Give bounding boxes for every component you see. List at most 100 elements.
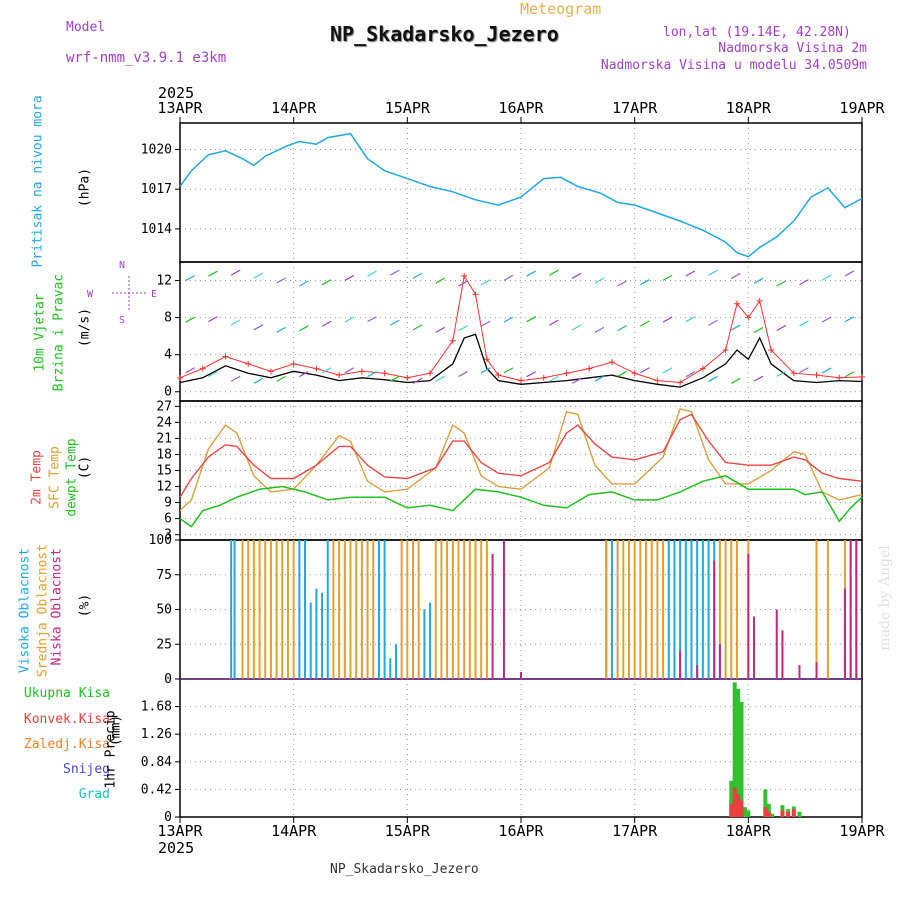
elevation-label: Nadmorska Visina 2m <box>718 41 867 56</box>
wind-arrow <box>344 274 355 281</box>
conv-rain-bar <box>736 794 741 817</box>
wind-arrow <box>321 279 332 286</box>
y-tick-label: 1.26 <box>141 727 172 742</box>
wind-arrow <box>412 272 423 279</box>
wind-arrow <box>480 279 491 286</box>
y-tick-label: 12 <box>156 274 172 289</box>
total-rain-bar <box>732 682 737 817</box>
gust-marker <box>745 314 752 321</box>
wind-arrow <box>594 326 605 333</box>
mid-cloud-bar <box>826 540 829 679</box>
mid-cloud-bar <box>286 540 289 679</box>
wind-arrow <box>253 272 264 279</box>
high-cloud-bar <box>673 540 676 679</box>
wind-arrow <box>367 316 377 323</box>
mid-cloud-bar <box>281 540 284 679</box>
mid-cloud-bar <box>735 540 738 679</box>
wind-arrow <box>549 269 559 276</box>
mid-cloud-bar <box>269 540 272 679</box>
mid-cloud-bar <box>645 540 648 679</box>
wind-arrow <box>799 279 809 286</box>
compass-s: S <box>119 315 126 326</box>
wind-speed-line <box>179 333 863 388</box>
meteogram-label: Meteogram <box>520 0 602 18</box>
x-tick-label-bottom: 17APR <box>612 822 658 840</box>
gust-marker <box>813 372 820 379</box>
mid-cloud-bar <box>332 540 335 679</box>
compass-e: E <box>151 289 158 300</box>
low-cloud-bar <box>843 588 846 679</box>
mid-cloud-bar <box>718 540 721 679</box>
y-tick-label: 75 <box>156 568 172 583</box>
y-tick-label: 1.68 <box>141 700 172 715</box>
total-rain-bar <box>797 811 802 817</box>
wind-arrow <box>503 367 514 374</box>
mid-cloud-bar <box>656 540 659 679</box>
gust-marker <box>654 377 661 384</box>
gust-marker <box>177 374 183 381</box>
low-cloud-bar <box>491 553 494 679</box>
mid-cloud-bar <box>474 540 477 679</box>
gust-marker <box>631 370 638 377</box>
wind-arrow <box>753 277 764 284</box>
x-tick-label-bottom: 19APR <box>839 822 885 840</box>
low-cloud-bar <box>775 609 778 679</box>
y-tick-label: 0.84 <box>141 755 172 770</box>
wind-arrow <box>185 367 195 374</box>
y-tick-label: 0 <box>164 385 172 400</box>
high-cloud-bar <box>667 540 670 679</box>
mid-cloud-bar <box>258 540 261 679</box>
wind-arrow <box>730 324 741 331</box>
mid-cloud-bar <box>343 540 346 679</box>
gust-marker <box>449 337 456 344</box>
wind-arrow <box>662 367 673 374</box>
mid-cloud-bar <box>650 540 653 679</box>
total-rain-bar <box>746 810 751 817</box>
y-tick-label: 3 <box>164 528 172 543</box>
high-cloud-bar <box>696 540 699 679</box>
wind-arrow <box>662 316 673 323</box>
gust-marker <box>381 370 388 377</box>
wind-arrow <box>367 371 377 378</box>
wind-arrow <box>253 324 264 331</box>
wind-arrow <box>503 274 514 281</box>
gust-marker <box>495 372 502 379</box>
wind-arrow <box>276 326 286 333</box>
conv-rain-bar <box>732 787 737 817</box>
wind-arrow <box>208 370 218 378</box>
total-rain-bar <box>770 813 775 817</box>
wind-arrow <box>594 375 605 382</box>
high-cloud-bar <box>423 609 426 679</box>
mid-cloud-bar <box>480 540 483 679</box>
wind-arrow <box>799 320 809 327</box>
y-tick-label: 0 <box>164 810 172 825</box>
high-cloud-bar <box>610 540 613 679</box>
low-cloud-bar <box>753 616 756 679</box>
wind-arrow <box>844 270 855 277</box>
y-tick-label: 1014 <box>141 222 172 237</box>
y-tick-label: 0.42 <box>141 782 172 797</box>
x-tick-label-bottom: 18APR <box>726 822 772 840</box>
gust-marker <box>267 368 274 375</box>
mid-cloud-bar <box>292 540 295 679</box>
wind-arrow <box>549 319 559 326</box>
wind-arrow <box>367 270 377 277</box>
x-tick-label-top: 14APR <box>271 99 317 117</box>
gust-marker <box>756 297 763 304</box>
compass-w: W <box>87 289 94 300</box>
mid-cloud-bar <box>605 540 608 679</box>
mid-cloud-bar <box>616 540 619 679</box>
gust-marker <box>586 365 593 372</box>
wind-arrow <box>526 270 536 277</box>
low-cloud-bar <box>781 630 784 679</box>
x-tick-label-bottom: 13APR <box>157 822 203 840</box>
footer-title: NP_Skadarsko_Jezero <box>330 862 479 877</box>
mid-cloud-bar <box>662 540 665 679</box>
y-tick-label: 4 <box>164 348 172 363</box>
wind-arrow <box>458 371 468 378</box>
compass-rose <box>112 276 146 310</box>
mid-cloud-bar <box>247 540 250 679</box>
low-cloud-bar <box>520 672 522 679</box>
mid-cloud-bar <box>468 540 471 679</box>
conv-rain-bar <box>780 810 785 817</box>
